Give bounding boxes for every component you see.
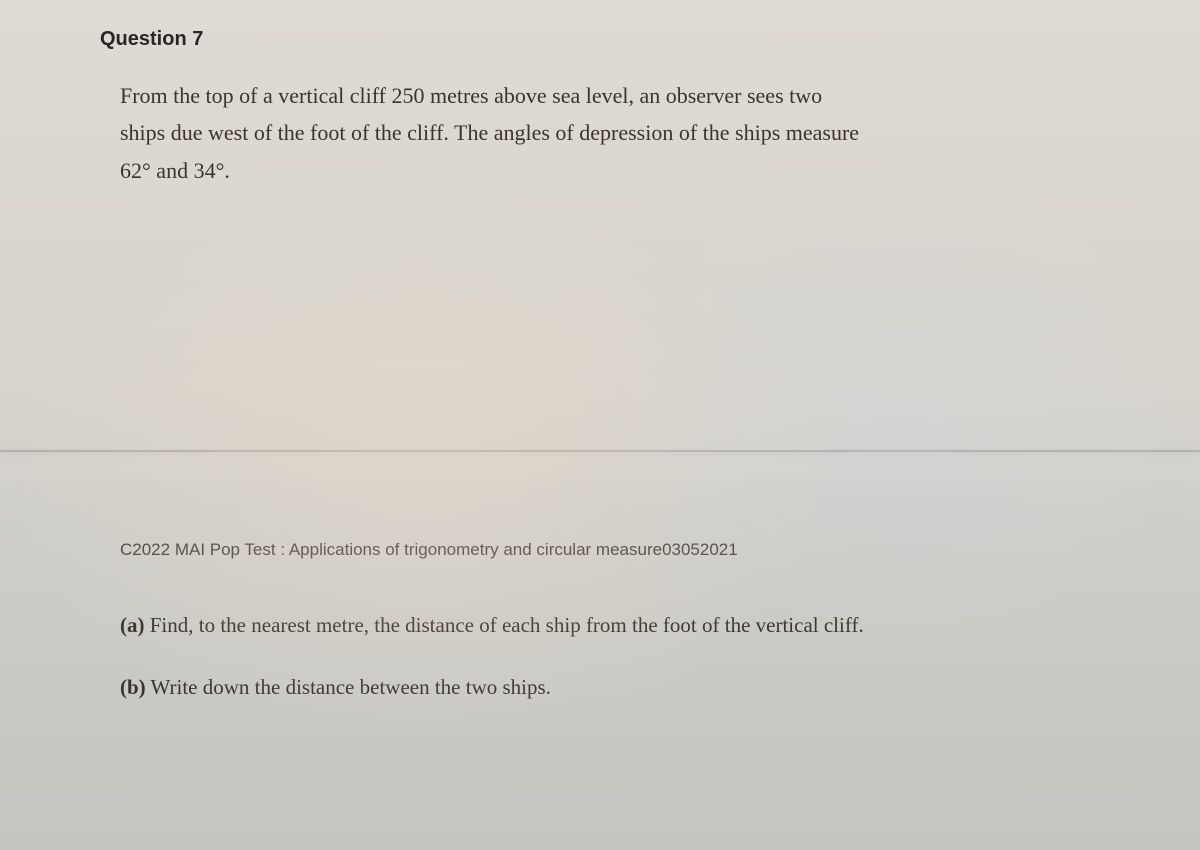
- part-a-text: Find, to the nearest metre, the distance…: [145, 613, 864, 637]
- stem-line-3: 62° and 34°.: [120, 152, 1080, 189]
- question-number-label: Question 7: [100, 28, 1100, 51]
- question-stem: From the top of a vertical cliff 250 met…: [100, 77, 1100, 189]
- part-b-tag: (b): [120, 675, 146, 699]
- page-gap: [0, 452, 1200, 480]
- stem-line-1: From the top of a vertical cliff 250 met…: [120, 77, 1080, 114]
- exam-page: Question 7 From the top of a vertical cl…: [0, 0, 1200, 850]
- upper-section: Question 7 From the top of a vertical cl…: [0, 0, 1200, 440]
- part-a-tag: (a): [120, 613, 145, 637]
- part-b: (b) Write down the distance between the …: [120, 670, 1080, 706]
- lower-section: C2022 MAI Pop Test : Applications of tri…: [0, 480, 1200, 731]
- part-a: (a) Find, to the nearest metre, the dist…: [120, 608, 1080, 644]
- test-footer-line: C2022 MAI Pop Test : Applications of tri…: [120, 540, 1080, 560]
- part-b-text: Write down the distance between the two …: [146, 675, 551, 699]
- stem-line-2: ships due west of the foot of the cliff.…: [120, 114, 1080, 151]
